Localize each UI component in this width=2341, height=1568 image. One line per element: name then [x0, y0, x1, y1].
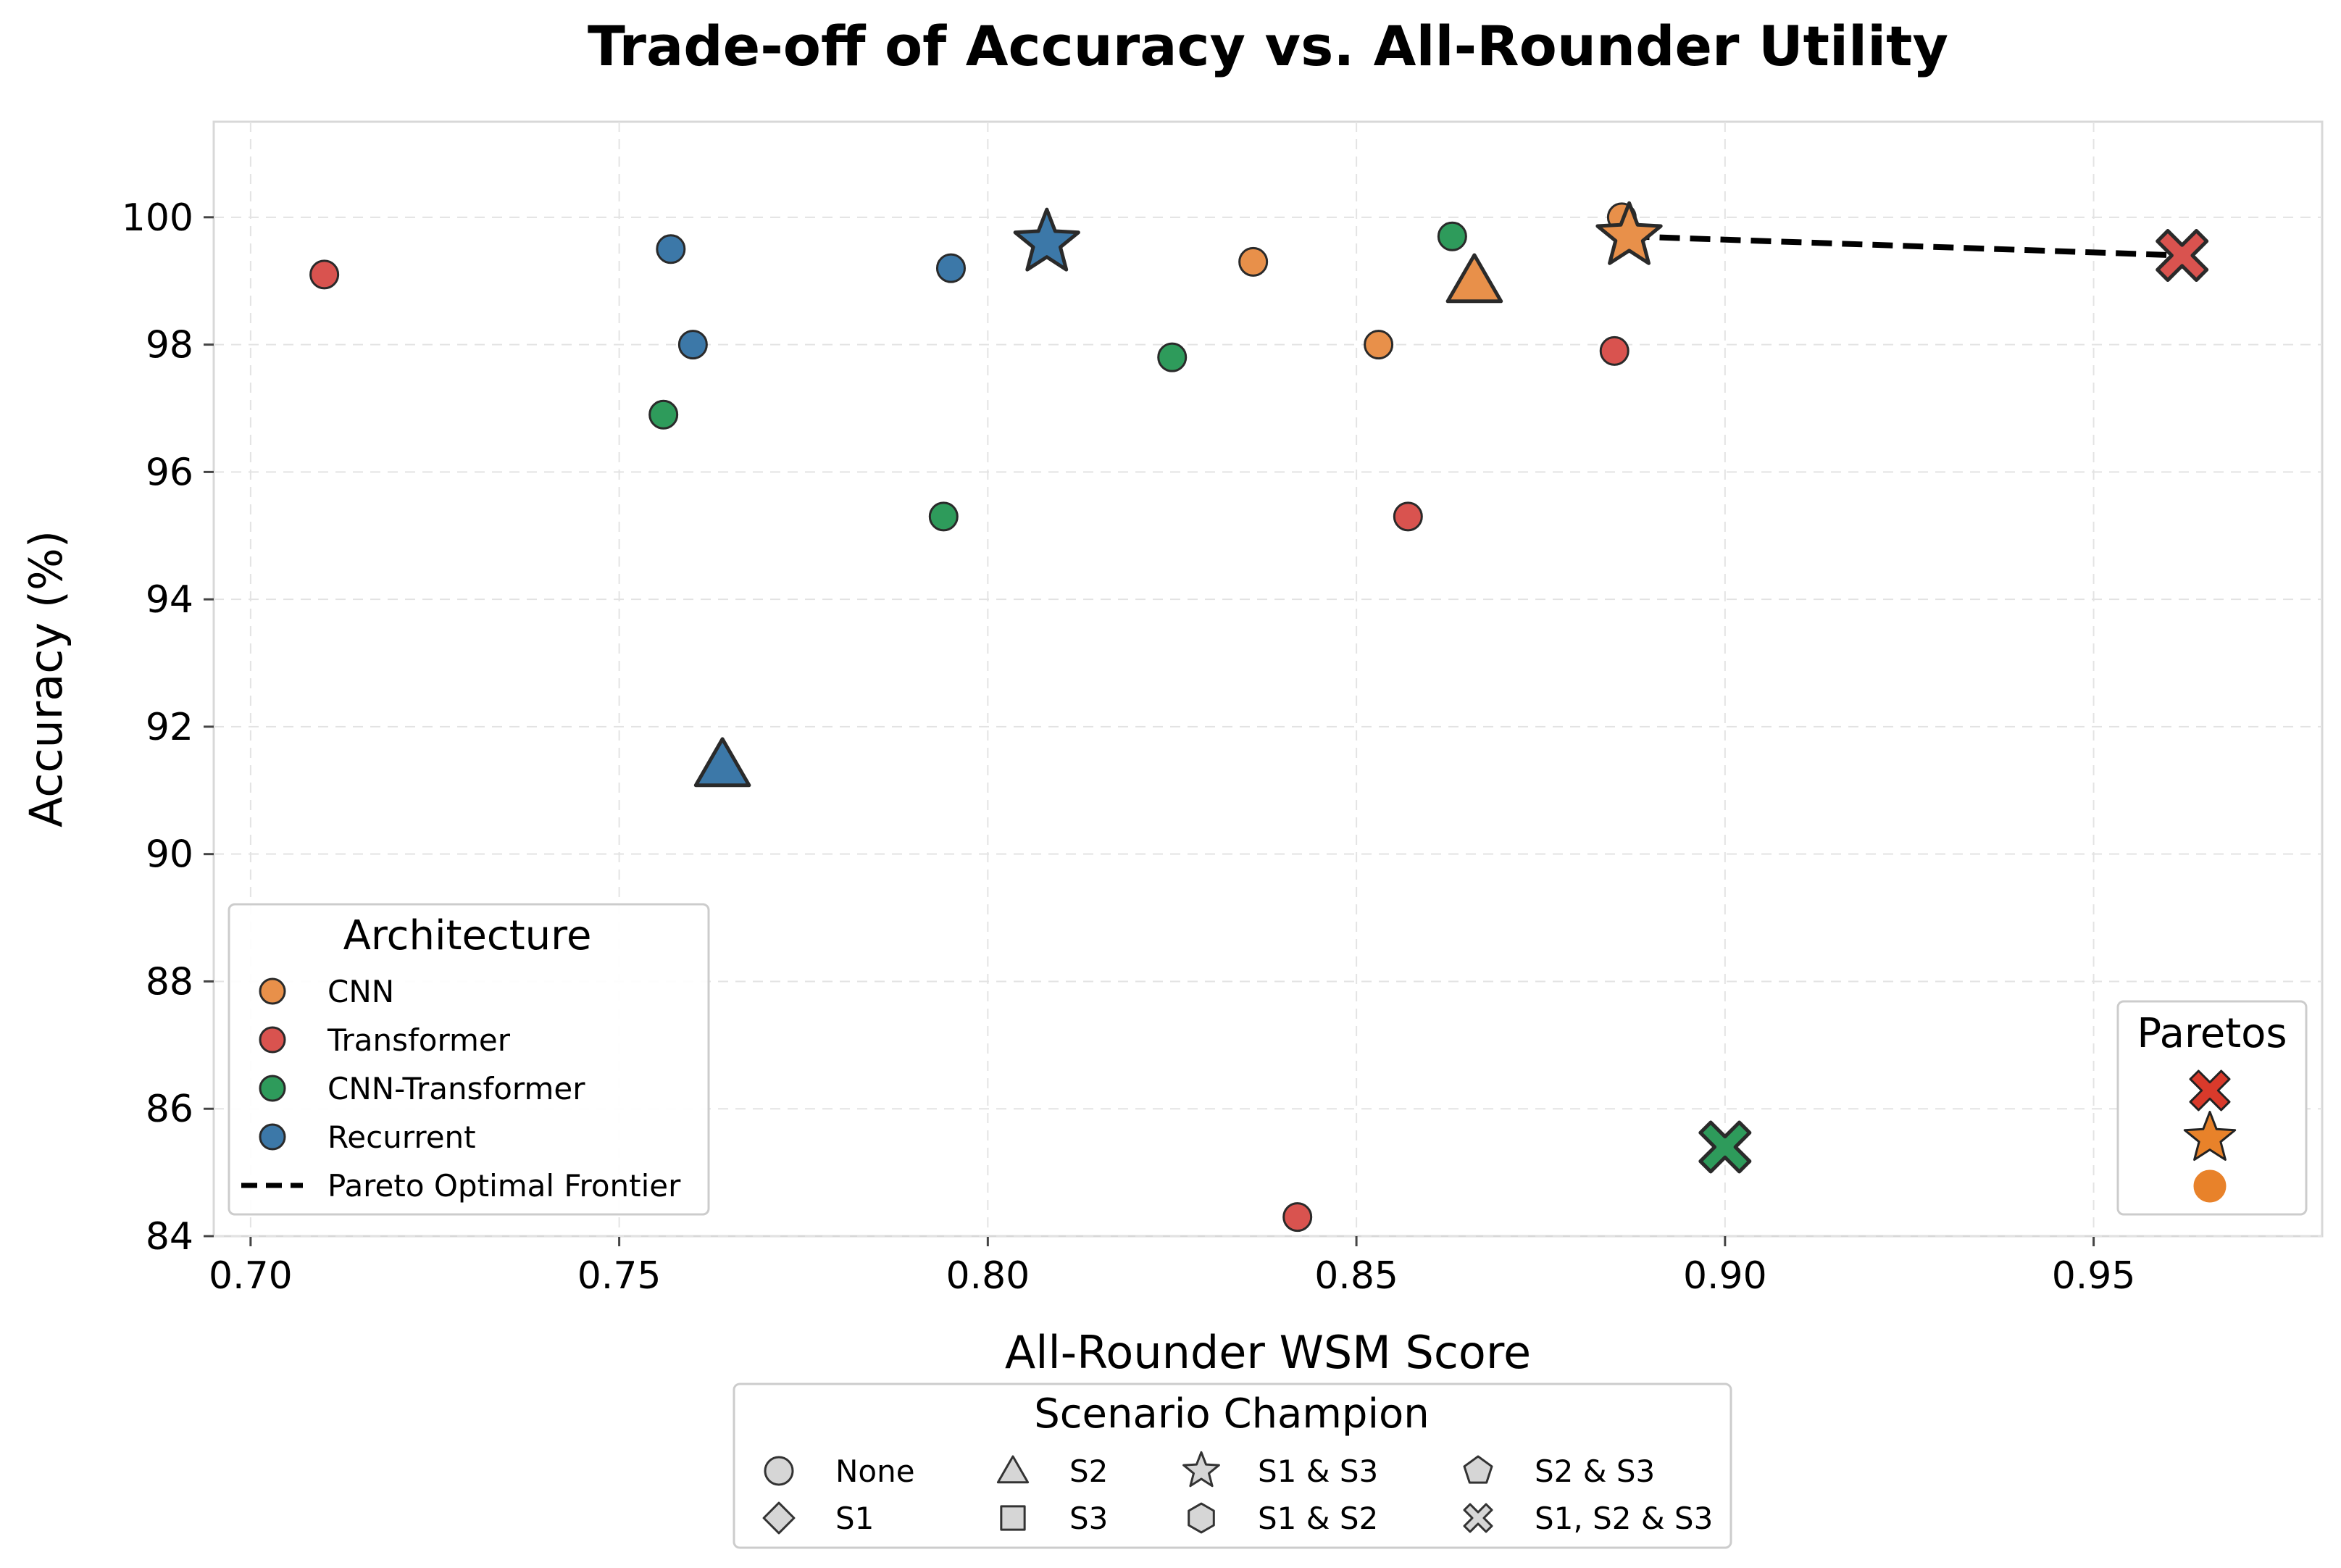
- data-point: [1238, 246, 1269, 277]
- paretos-legend-marker: [2193, 1169, 2227, 1203]
- paretos-legend-marker: [2183, 1111, 2237, 1161]
- scenario-legend-marker: [764, 1456, 794, 1486]
- y-tick-label: 86: [146, 1088, 193, 1131]
- data-point: [1698, 1120, 1752, 1174]
- pareto-frontier-line: [1629, 233, 2182, 259]
- x-tick-label: 0.85: [1314, 1254, 1398, 1298]
- scenario-legend-marker: [762, 1501, 796, 1535]
- data-point: [1437, 221, 1467, 251]
- scenario-legend-marker: [1463, 1455, 1493, 1484]
- scenario-legend-label: S1: [835, 1501, 874, 1536]
- data-point: [935, 253, 966, 283]
- scenario-legend: [733, 1383, 1732, 1549]
- data-point: [1364, 330, 1394, 360]
- paretos-legend-title: Paretos: [2137, 1010, 2287, 1057]
- data-point: [928, 501, 959, 532]
- data-point: [1595, 201, 1663, 265]
- legend-item-label: Recurrent: [327, 1119, 476, 1155]
- data-point: [1445, 253, 1503, 304]
- legend-item-label: Pareto Optimal Frontier: [327, 1168, 681, 1204]
- legend-swatch: [259, 977, 286, 1005]
- scenario-legend-label: S2 & S3: [1535, 1454, 1655, 1489]
- scenario-legend-label: S1 & S2: [1258, 1501, 1378, 1536]
- scenario-legend-marker: [996, 1455, 1030, 1484]
- y-axis-label: Accuracy (%): [20, 530, 72, 827]
- y-tick-label: 92: [146, 706, 193, 749]
- scenario-legend-label: None: [835, 1454, 915, 1489]
- y-tick-label: 96: [146, 451, 193, 494]
- y-tick-label: 84: [146, 1215, 193, 1259]
- legend-swatch: [259, 1123, 286, 1151]
- data-point: [677, 330, 708, 360]
- data-point: [648, 399, 679, 430]
- architecture-legend: [228, 903, 710, 1216]
- scenario-legend-marker: [1000, 1505, 1026, 1531]
- x-tick-label: 0.75: [577, 1254, 662, 1298]
- x-tick-label: 0.70: [209, 1254, 293, 1298]
- y-tick-label: 90: [146, 833, 193, 877]
- scenario-legend-label: S1, S2 & S3: [1535, 1501, 1713, 1536]
- scenario-legend-marker: [1182, 1451, 1220, 1488]
- scenario-legend-label: S2: [1069, 1454, 1108, 1489]
- paretos-legend: [2116, 1000, 2308, 1216]
- data-point: [1393, 501, 1423, 532]
- scenario-legend-marker: [1188, 1502, 1215, 1534]
- data-point: [1013, 207, 1080, 272]
- legend-swatch: [259, 1075, 286, 1102]
- data-point: [656, 234, 686, 264]
- legend-item-label: Transformer: [327, 1022, 511, 1058]
- x-axis-label: All-Rounder WSM Score: [1005, 1326, 1531, 1379]
- data-point: [309, 259, 340, 290]
- y-tick-label: 88: [146, 960, 193, 1004]
- x-tick-label: 0.95: [2052, 1254, 2136, 1298]
- data-point: [2156, 229, 2209, 283]
- scenario-legend-marker: [1463, 1503, 1493, 1533]
- legend-item-label: CNN-Transformer: [327, 1071, 585, 1106]
- data-point: [1599, 335, 1629, 366]
- x-tick-label: 0.80: [946, 1254, 1030, 1298]
- y-tick-label: 98: [146, 324, 193, 367]
- scenario-legend-label: S1 & S3: [1258, 1454, 1378, 1489]
- x-tick-label: 0.90: [1683, 1254, 1767, 1298]
- legend-item-label: CNN: [327, 974, 394, 1009]
- paretos-legend-marker: [2189, 1069, 2231, 1112]
- scenario-legend-label: S3: [1069, 1501, 1108, 1536]
- scenario-legend-title: Scenario Champion: [1034, 1390, 1430, 1438]
- chart-title: Trade-off of Accuracy vs. All-Rounder Ut…: [588, 14, 1948, 78]
- architecture-legend-title: Architecture: [343, 912, 592, 959]
- data-point: [1157, 342, 1188, 372]
- data-point: [693, 737, 751, 788]
- data-point: [1282, 1202, 1313, 1233]
- legend-swatch: [259, 1026, 286, 1054]
- y-tick-label: 100: [122, 196, 193, 240]
- y-tick-label: 94: [146, 578, 193, 622]
